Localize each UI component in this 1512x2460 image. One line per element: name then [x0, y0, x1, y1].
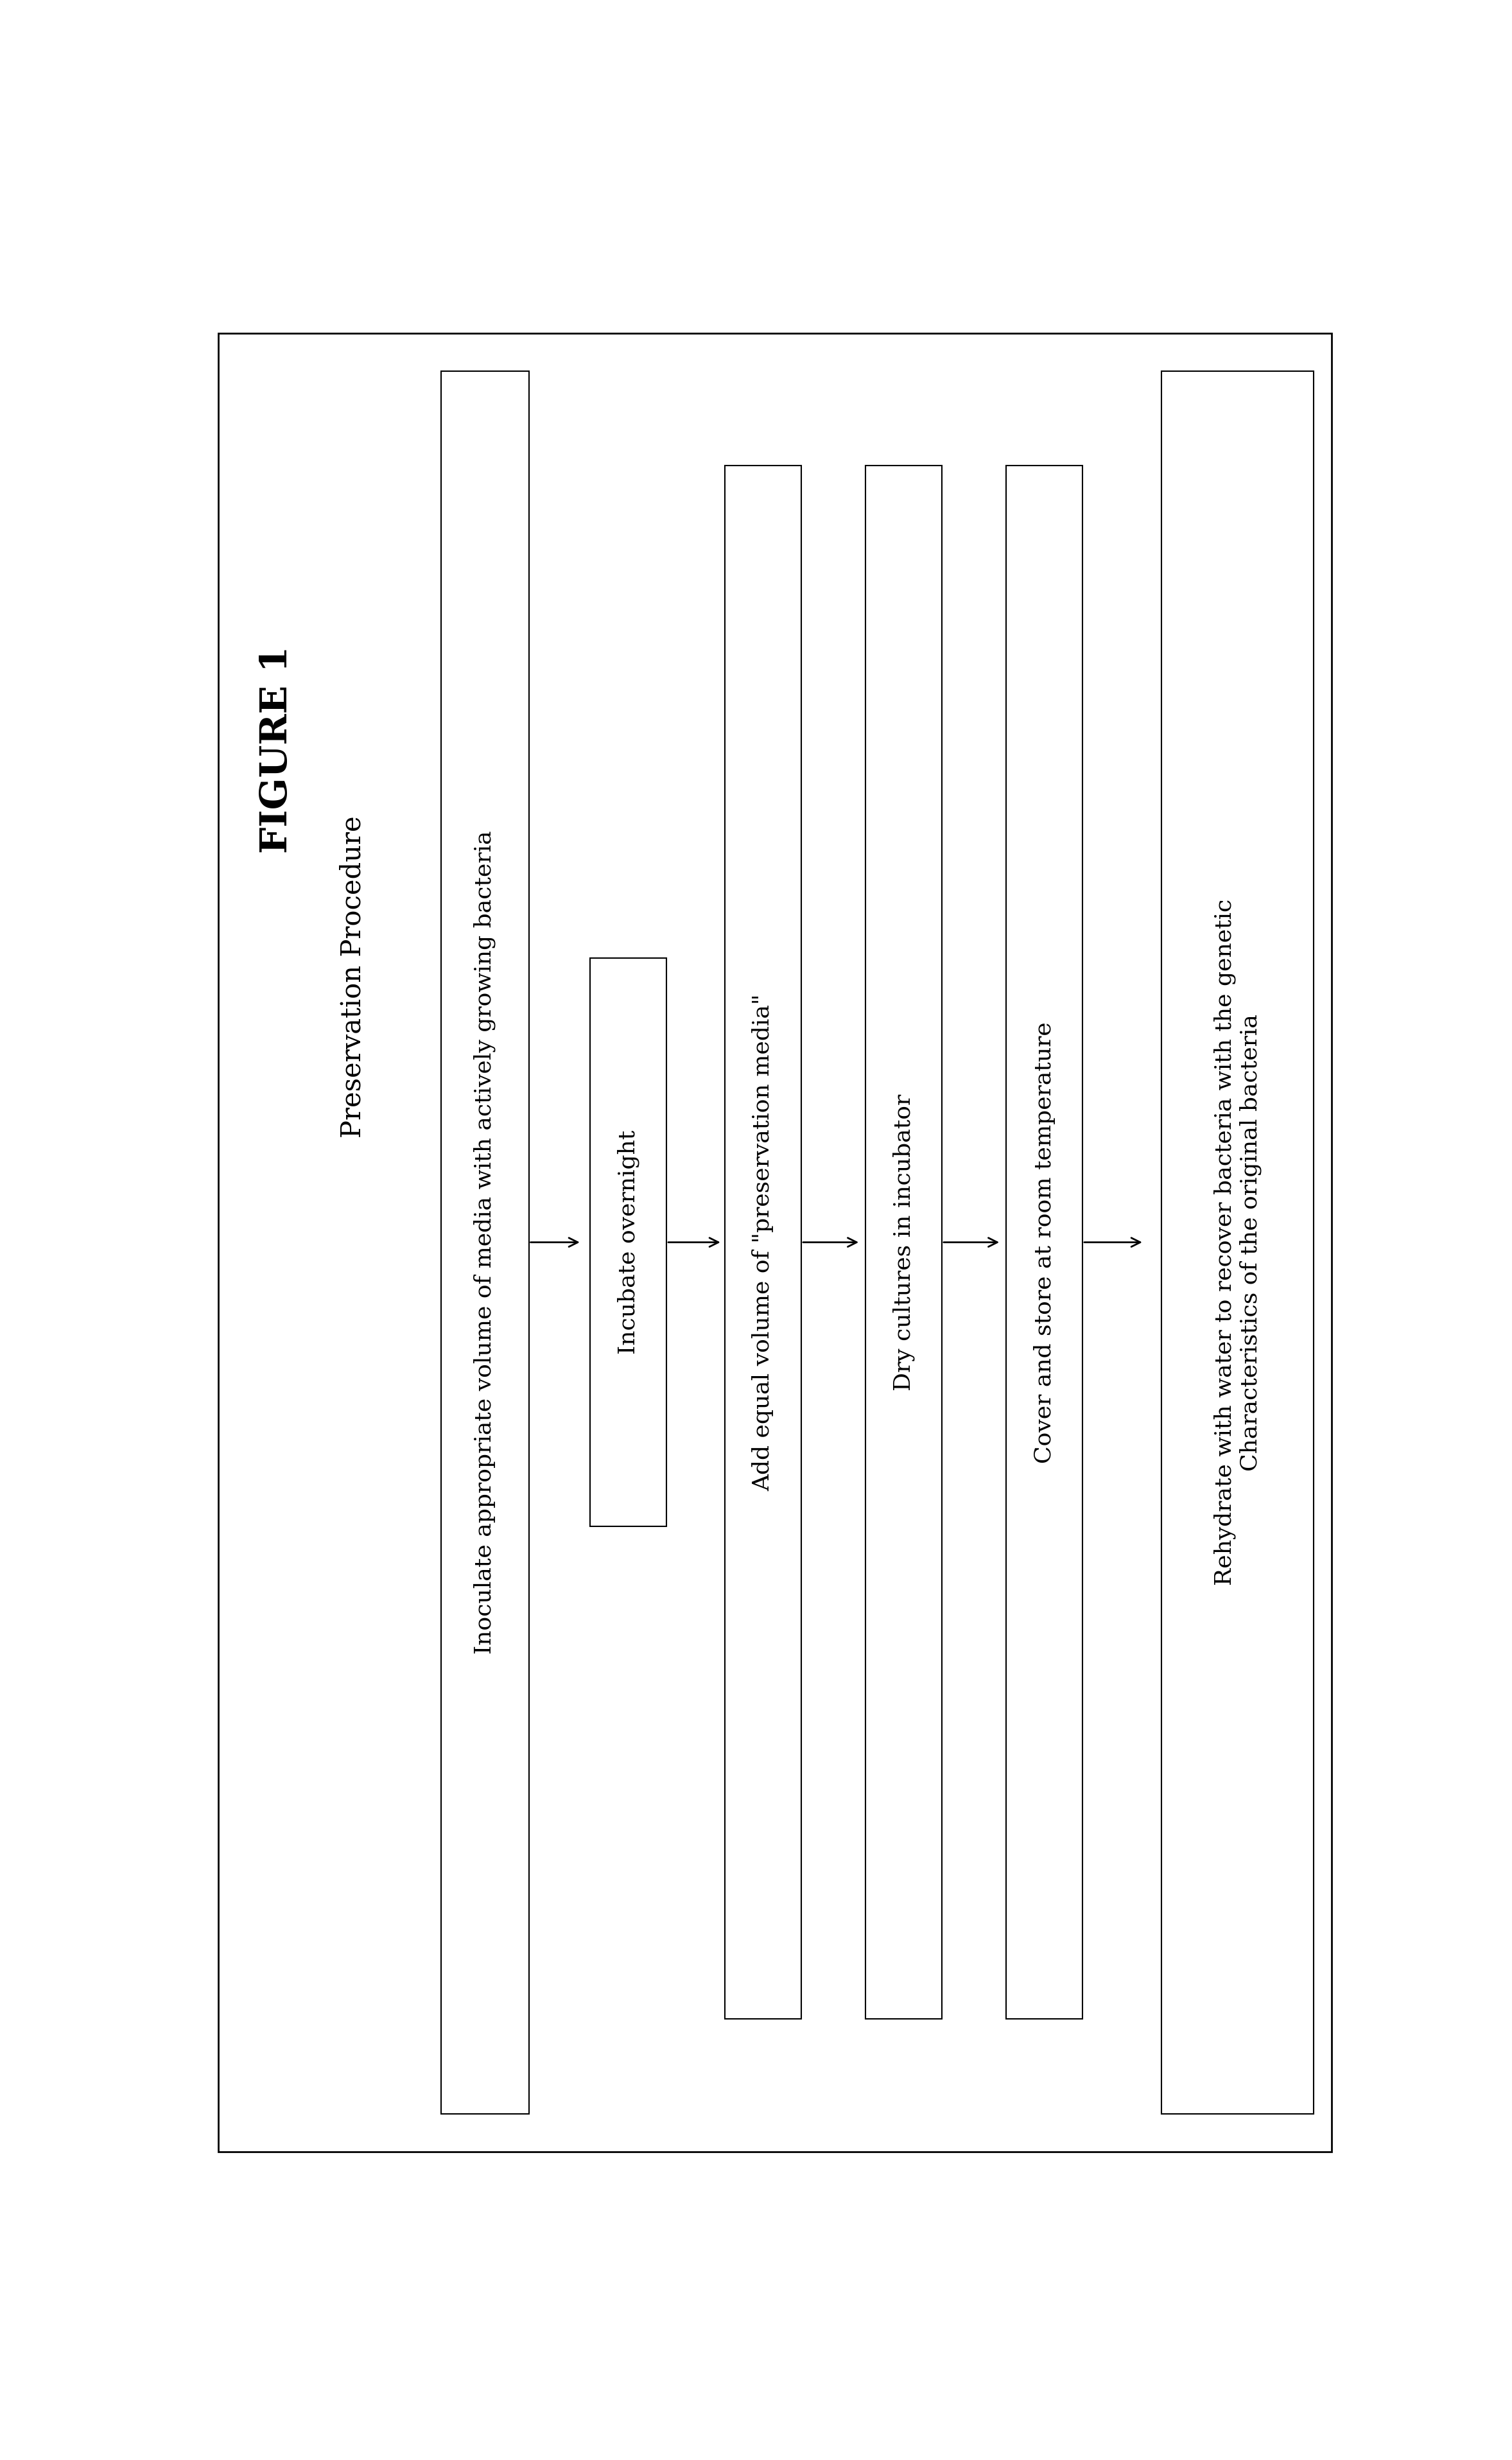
Text: Cover and store at room temperature: Cover and store at room temperature	[1034, 1021, 1055, 1464]
Text: Add equal volume of "preservation media": Add equal volume of "preservation media"	[753, 994, 774, 1491]
Bar	[726, 465, 801, 2020]
Bar	[866, 465, 942, 2020]
Bar	[442, 371, 529, 2113]
Bar	[590, 957, 667, 1525]
Text: Rehydrate with water to recover bacteria with the genetic
Characteristics of the: Rehydrate with water to recover bacteria…	[1214, 898, 1261, 1587]
Text: Incubate overnight: Incubate overnight	[617, 1129, 640, 1355]
Text: Inoculate appropriate volume of media with actively growing bacteria: Inoculate appropriate volume of media wi…	[473, 831, 496, 1653]
Text: Dry cultures in incubator: Dry cultures in incubator	[892, 1095, 915, 1390]
Bar	[1007, 465, 1083, 2020]
Text: FIGURE 1: FIGURE 1	[259, 647, 295, 854]
Text: Preservation Procedure: Preservation Procedure	[340, 817, 366, 1139]
Bar	[1161, 371, 1314, 2113]
